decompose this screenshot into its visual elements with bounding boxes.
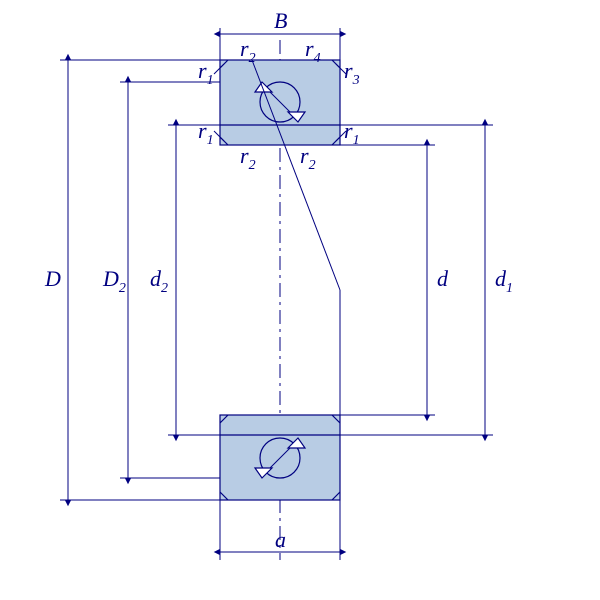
label-d: d (437, 266, 449, 291)
label-a: a (275, 527, 286, 552)
bearing-diagram: B a D D2 d2 d d1 (0, 0, 600, 600)
label-r3-sub: 3 (352, 73, 360, 88)
lower-bearing (220, 415, 340, 500)
label-r2c-sub: 2 (309, 158, 316, 173)
label-r1c-sub: 1 (353, 133, 360, 148)
svg-text:r2: r2 (300, 143, 316, 173)
label-B: B (274, 8, 287, 33)
dim-d: d (340, 145, 449, 415)
label-D: D (44, 266, 61, 291)
svg-text:D2: D2 (102, 266, 126, 296)
svg-text:d2: d2 (150, 266, 168, 296)
label-r1a-sub: 1 (207, 73, 214, 88)
dim-d2: d2 (150, 125, 220, 435)
label-d2-sub: 2 (161, 281, 168, 296)
label-D2-sub: 2 (119, 281, 126, 296)
label-d1-sub: 1 (506, 281, 513, 296)
label-D2: D (102, 266, 119, 291)
label-r2b-sub: 2 (249, 158, 256, 173)
label-r1b-sub: 1 (207, 133, 214, 148)
svg-text:r3: r3 (344, 58, 360, 88)
svg-text:r1: r1 (198, 58, 214, 88)
label-r4-sub: 4 (314, 51, 321, 66)
svg-text:r1: r1 (198, 118, 214, 148)
svg-text:r2: r2 (240, 143, 256, 173)
dim-D: D (44, 60, 220, 500)
label-r2a-sub: 2 (249, 51, 256, 66)
svg-text:r1: r1 (344, 118, 360, 148)
svg-text:d1: d1 (495, 266, 513, 296)
